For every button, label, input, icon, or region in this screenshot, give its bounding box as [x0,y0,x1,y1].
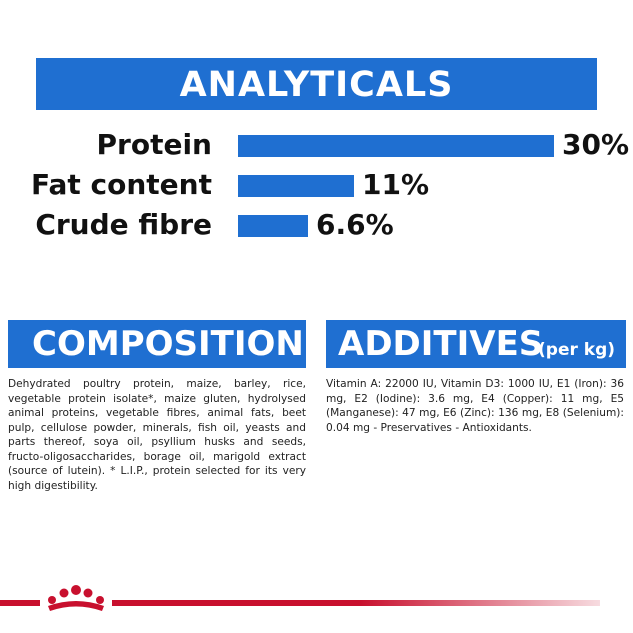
crude-fibre-bar [238,215,308,237]
additives-unit: (per kg) [538,340,616,360]
additives-title: ADDITIVES [338,324,544,364]
protein-bar [238,135,554,157]
composition-title: COMPOSITION [32,324,304,364]
protein-label: Protein [96,128,212,161]
crude-fibre-label: Crude fibre [35,208,212,241]
crude-fibre-value: 6.6% [316,208,394,241]
footer-divider [0,600,600,606]
fat-content-value: 11% [362,168,430,201]
additives-banner: ADDITIVES (per kg) [326,320,626,368]
analyticals-title: ANALYTICALS CONSTITUENTS [159,65,474,145]
royal-canin-crown-logo-icon [40,584,112,614]
fat-content-label: Fat content [31,168,212,201]
composition-banner: COMPOSITION [8,320,306,368]
additives-text: Vitamin A: 22000 IU, Vitamin D3: 1000 IU… [326,378,624,434]
analyticals-banner: ANALYTICALS CONSTITUENTS [36,58,597,145]
composition-text: Dehydrated poultry protein, maize, barle… [8,378,306,492]
fat-content-bar [238,175,354,197]
protein-value: 30% [562,128,630,161]
